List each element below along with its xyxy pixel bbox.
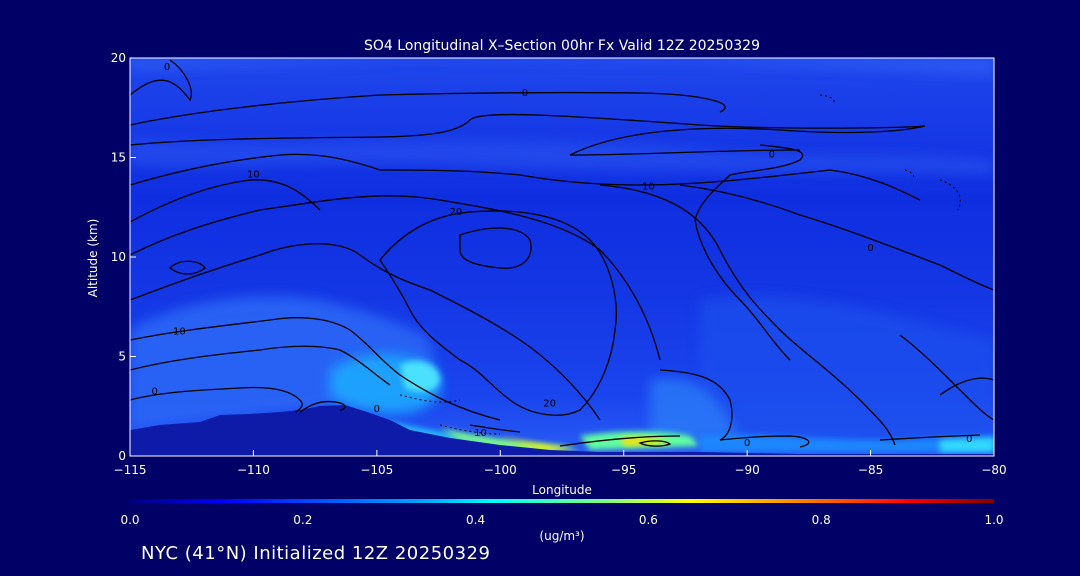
contour-label: 10: [173, 327, 186, 338]
contour-label: 0: [374, 404, 380, 415]
dashed-contours: [399, 94, 961, 435]
contour-lines: [130, 59, 994, 448]
y-axis-label: Altitude (km): [86, 219, 100, 298]
contour-label: 10: [642, 181, 655, 192]
contour-label: 20: [449, 207, 462, 218]
colorbar-tick-label: 0.2: [293, 513, 312, 527]
x-tick-label: −95: [611, 463, 636, 477]
contour-label: 0: [867, 243, 873, 254]
y-tick-label: 0: [118, 449, 126, 463]
y-tick-label: 15: [111, 151, 126, 165]
x-tick-label: −110: [237, 463, 270, 477]
colorbar-ticks: 0.0 0.2 0.4 0.6 0.8 1.0: [120, 513, 1003, 527]
x-axis-label: Longitude: [532, 483, 592, 497]
contour-label: 10: [247, 169, 260, 180]
footer-caption: NYC (41°N) Initialized 12Z 20250329: [141, 543, 491, 564]
y-tick-label: 10: [111, 250, 126, 264]
colorbar-tick-label: 0.6: [639, 513, 658, 527]
contour-label: 0: [151, 386, 157, 397]
y-tick-label: 20: [111, 51, 126, 65]
x-tick-label: −115: [114, 463, 147, 477]
concentration-field: [130, 58, 994, 456]
terrain: [130, 405, 994, 456]
contour-label: 0: [164, 62, 170, 73]
x-tick-label: −90: [734, 463, 759, 477]
colorbar-tick-label: 1.0: [984, 513, 1003, 527]
contour-label: 0: [744, 438, 750, 449]
x-tick-label: −80: [981, 463, 1006, 477]
x-tick-label: −105: [360, 463, 393, 477]
contour-label: 10: [474, 428, 487, 439]
colorbar-tick-label: 0.8: [812, 513, 831, 527]
colorbar-tick-label: 0.0: [120, 513, 139, 527]
contour-label: 0: [966, 434, 972, 445]
x-tick-label: −100: [484, 463, 517, 477]
contour-label-group: 0 0 0 10 10 20 0 10 0 0 20 10 0 0: [151, 62, 972, 449]
colorbar-tick-label: 0.4: [466, 513, 485, 527]
plot-area: 0 0 0 10 10 20 0 10 0 0 20 10 0 0: [130, 58, 994, 456]
x-axis: −115 −110 −105 −100 −95 −90 −85 −80: [114, 450, 1007, 477]
contour-label: 20: [543, 398, 556, 409]
colorbar-units-label: (ug/m³): [539, 529, 584, 543]
y-axis: 0 5 10 15 20: [111, 51, 136, 463]
chart-title: SO4 Longitudinal X–Section 00hr Fx Valid…: [364, 38, 760, 54]
contour-label: 0: [769, 150, 775, 161]
colorbar: [130, 499, 994, 503]
x-tick-label: −85: [858, 463, 883, 477]
y-tick-label: 5: [118, 350, 126, 364]
contour-label: 0: [522, 88, 528, 99]
